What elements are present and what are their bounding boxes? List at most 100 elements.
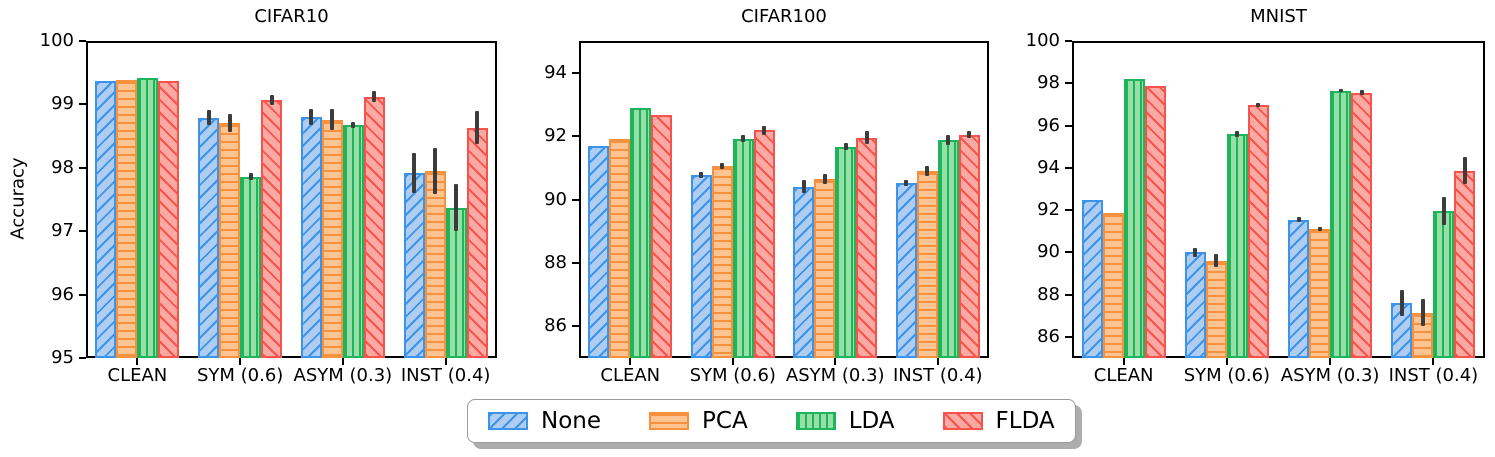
y-tick-mark (1065, 82, 1072, 85)
error-bar (904, 179, 909, 187)
error-bar (1441, 197, 1446, 225)
y-tick-label: 94 (1037, 156, 1060, 178)
y-tick-label: 100 (39, 30, 74, 51)
bar-lda (342, 125, 364, 358)
bar-none (588, 145, 610, 358)
bar-none (1184, 252, 1206, 358)
x-tick-label: INST (0.4) (1388, 365, 1479, 386)
y-tick-label: 92 (544, 125, 567, 147)
bar-pca (321, 119, 343, 358)
error-bar (762, 125, 767, 136)
bar-flda (958, 134, 980, 358)
y-tick-label: 96 (1037, 114, 1060, 136)
x-tick-label: SYM (0.6) (689, 365, 776, 386)
x-tick-label: SYM (0.6) (196, 365, 284, 386)
error-bar (433, 148, 438, 194)
y-tick-mark (572, 325, 579, 328)
x-tick-label: INST (0.4) (400, 365, 491, 386)
legend-label-pca: PCA (702, 407, 748, 434)
bar-none (793, 186, 815, 358)
error-bar (1462, 156, 1467, 185)
x-tick-mark (629, 358, 632, 365)
bar-pca (1205, 260, 1227, 358)
bar-none (895, 183, 917, 358)
bar-flda (363, 96, 385, 358)
y-tick-label: 98 (1037, 72, 1060, 94)
legend-swatch-lda-icon (795, 412, 836, 430)
y-tick-label: 88 (1037, 283, 1060, 305)
legend-label-flda: FLDA (995, 407, 1055, 434)
bar-pca (609, 139, 631, 358)
y-tick-mark (572, 135, 579, 138)
bar-none (198, 117, 220, 358)
error-bar (475, 111, 480, 145)
error-bar (864, 131, 869, 145)
y-tick-label: 90 (544, 188, 567, 210)
x-tick-label: INST (0.4) (892, 365, 983, 386)
bar-none (1081, 199, 1103, 358)
legend-item-lda: LDA (795, 409, 895, 433)
bar-pca (424, 170, 446, 358)
bar-none (1288, 219, 1310, 358)
error-bar (801, 180, 806, 194)
y-tick-mark (1065, 124, 1072, 127)
chart-legend: None PCA LDA FLDA (467, 399, 1076, 443)
bar-lda (1330, 90, 1352, 358)
bar-none (1391, 303, 1413, 358)
y-tick-label: 95 (51, 347, 74, 368)
error-bar (1359, 90, 1364, 96)
x-tick-mark (936, 358, 939, 365)
bar-lda (732, 138, 754, 358)
y-tick-label: 86 (544, 315, 567, 337)
x-tick-mark (834, 358, 837, 365)
chart-title-cifar10: CIFAR10 (254, 6, 329, 27)
bar-pca (814, 178, 836, 358)
error-bar (351, 122, 356, 129)
error-bar (720, 163, 725, 170)
error-bar (372, 91, 377, 103)
chart-title-cifar100: CIFAR100 (741, 6, 827, 27)
bar-flda (1144, 86, 1166, 358)
y-tick-label: 88 (544, 251, 567, 273)
error-bar (454, 184, 459, 232)
bar-flda (261, 99, 283, 358)
chart-title-mnist: MNIST (1250, 6, 1307, 27)
x-tick-mark (1122, 358, 1125, 365)
error-bar (1214, 254, 1219, 268)
bar-flda (1351, 92, 1373, 358)
y-tick-label: 86 (1037, 325, 1060, 347)
y-tick-mark (1065, 209, 1072, 212)
x-tick-mark (136, 358, 139, 365)
x-tick-label: SYM (0.6) (1183, 365, 1271, 386)
y-tick-mark (79, 293, 86, 296)
x-tick-label: CLEAN (1093, 365, 1154, 386)
bar-lda (630, 108, 652, 358)
y-tick-mark (79, 40, 86, 42)
y-tick-mark (572, 198, 579, 201)
bar-pca (1102, 212, 1124, 358)
y-tick-label: 96 (51, 283, 74, 305)
bar-none (403, 172, 425, 358)
error-bar (699, 171, 704, 178)
legend-swatch-flda-icon (942, 412, 983, 430)
legend-item-none: None (488, 409, 601, 433)
y-tick-mark (572, 261, 579, 264)
error-bar (248, 172, 253, 181)
bar-lda (445, 207, 467, 358)
bar-flda (651, 115, 673, 358)
error-bar (206, 110, 211, 126)
x-tick-label: CLEAN (600, 365, 661, 386)
legend-item-flda: FLDA (942, 407, 1055, 434)
legend-item-pca: PCA (649, 407, 748, 434)
bar-lda (937, 139, 959, 358)
bar-pca (1309, 229, 1331, 358)
y-tick-mark (1065, 40, 1072, 42)
bar-lda (137, 78, 159, 358)
y-tick-label: 92 (1037, 199, 1060, 221)
bar-pca (116, 79, 138, 358)
y-tick-mark (79, 357, 86, 359)
error-bar (822, 174, 827, 184)
x-tick-mark (1225, 358, 1228, 365)
error-bar (412, 152, 417, 194)
